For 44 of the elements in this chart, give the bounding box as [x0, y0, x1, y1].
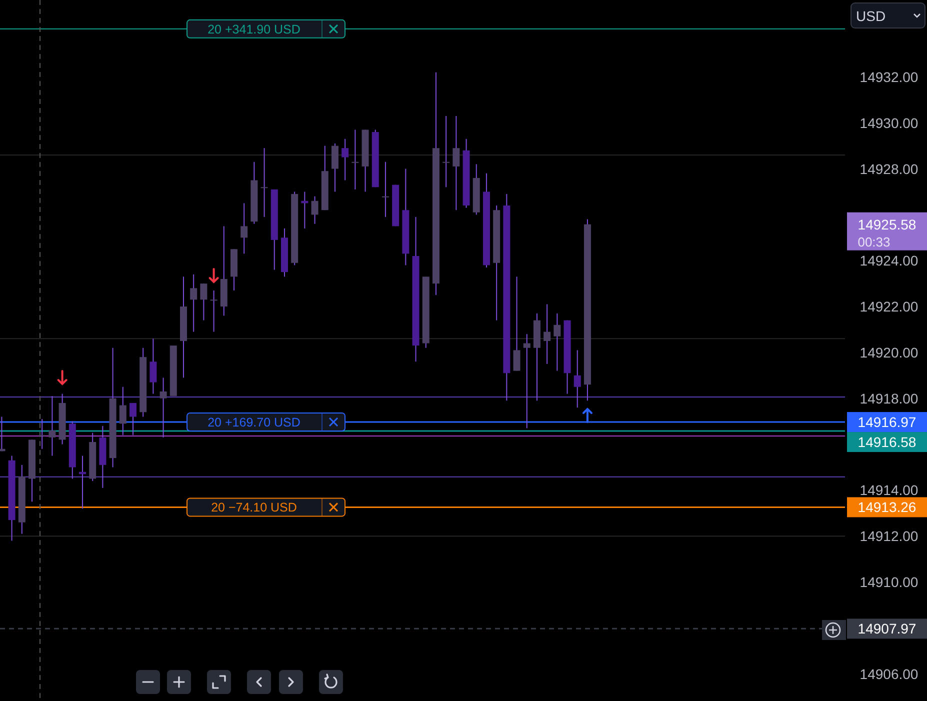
candlestick	[240, 202, 248, 254]
candlestick	[38, 418, 46, 450]
text: USD	[856, 8, 886, 24]
candlestick	[452, 115, 460, 211]
candlestick	[129, 402, 136, 436]
candlestick	[150, 338, 157, 394]
candlestick	[574, 350, 581, 408]
annotation: 20 +341.90 USD	[208, 22, 300, 36]
candlestick	[160, 377, 167, 438]
candlestick	[554, 312, 561, 372]
y-tick-label: 14928.00	[860, 160, 918, 177]
y-tick-label: 14912.00	[860, 528, 918, 544]
y-tick-label: 14918.00	[860, 390, 918, 406]
candlestick	[382, 161, 389, 218]
ref-line-label: 14916.97	[858, 414, 916, 430]
ref-line-label: 14916.58	[858, 434, 916, 450]
y-tick-label: 14932.00	[860, 68, 918, 85]
candlestick	[342, 138, 349, 181]
y-tick-label: 14914.00	[860, 482, 918, 498]
ref-line-label: 14913.26	[858, 499, 916, 516]
candlestick	[48, 396, 56, 456]
y-tick-label: 14910.00	[860, 574, 918, 590]
y-tick-label: 14920.00	[860, 344, 918, 360]
y-tick-label: 14906.00	[860, 666, 918, 682]
candlestick	[513, 276, 520, 372]
candlestick	[210, 290, 218, 332]
candlestick	[352, 129, 359, 190]
candlestick	[523, 334, 530, 429]
candlestick	[544, 304, 551, 364]
candlestick	[331, 143, 338, 192]
candlestick	[260, 148, 268, 218]
text: 14925.58	[858, 216, 916, 232]
candlestick	[119, 386, 126, 436]
candlestick	[190, 274, 198, 332]
candlestick	[200, 283, 208, 321]
y-tick-label: 14922.00	[860, 298, 918, 315]
annotation: 20 −74.10 USD	[211, 500, 297, 515]
annotation: 20 +169.70 USD	[208, 416, 300, 430]
ref-line-label: 14907.97	[858, 620, 916, 637]
candlestick	[311, 196, 318, 224]
y-tick-label: 14924.00	[860, 252, 918, 269]
y-tick-label: 14930.00	[860, 114, 918, 131]
candlestick	[442, 115, 450, 188]
text: 00:33	[858, 234, 890, 250]
